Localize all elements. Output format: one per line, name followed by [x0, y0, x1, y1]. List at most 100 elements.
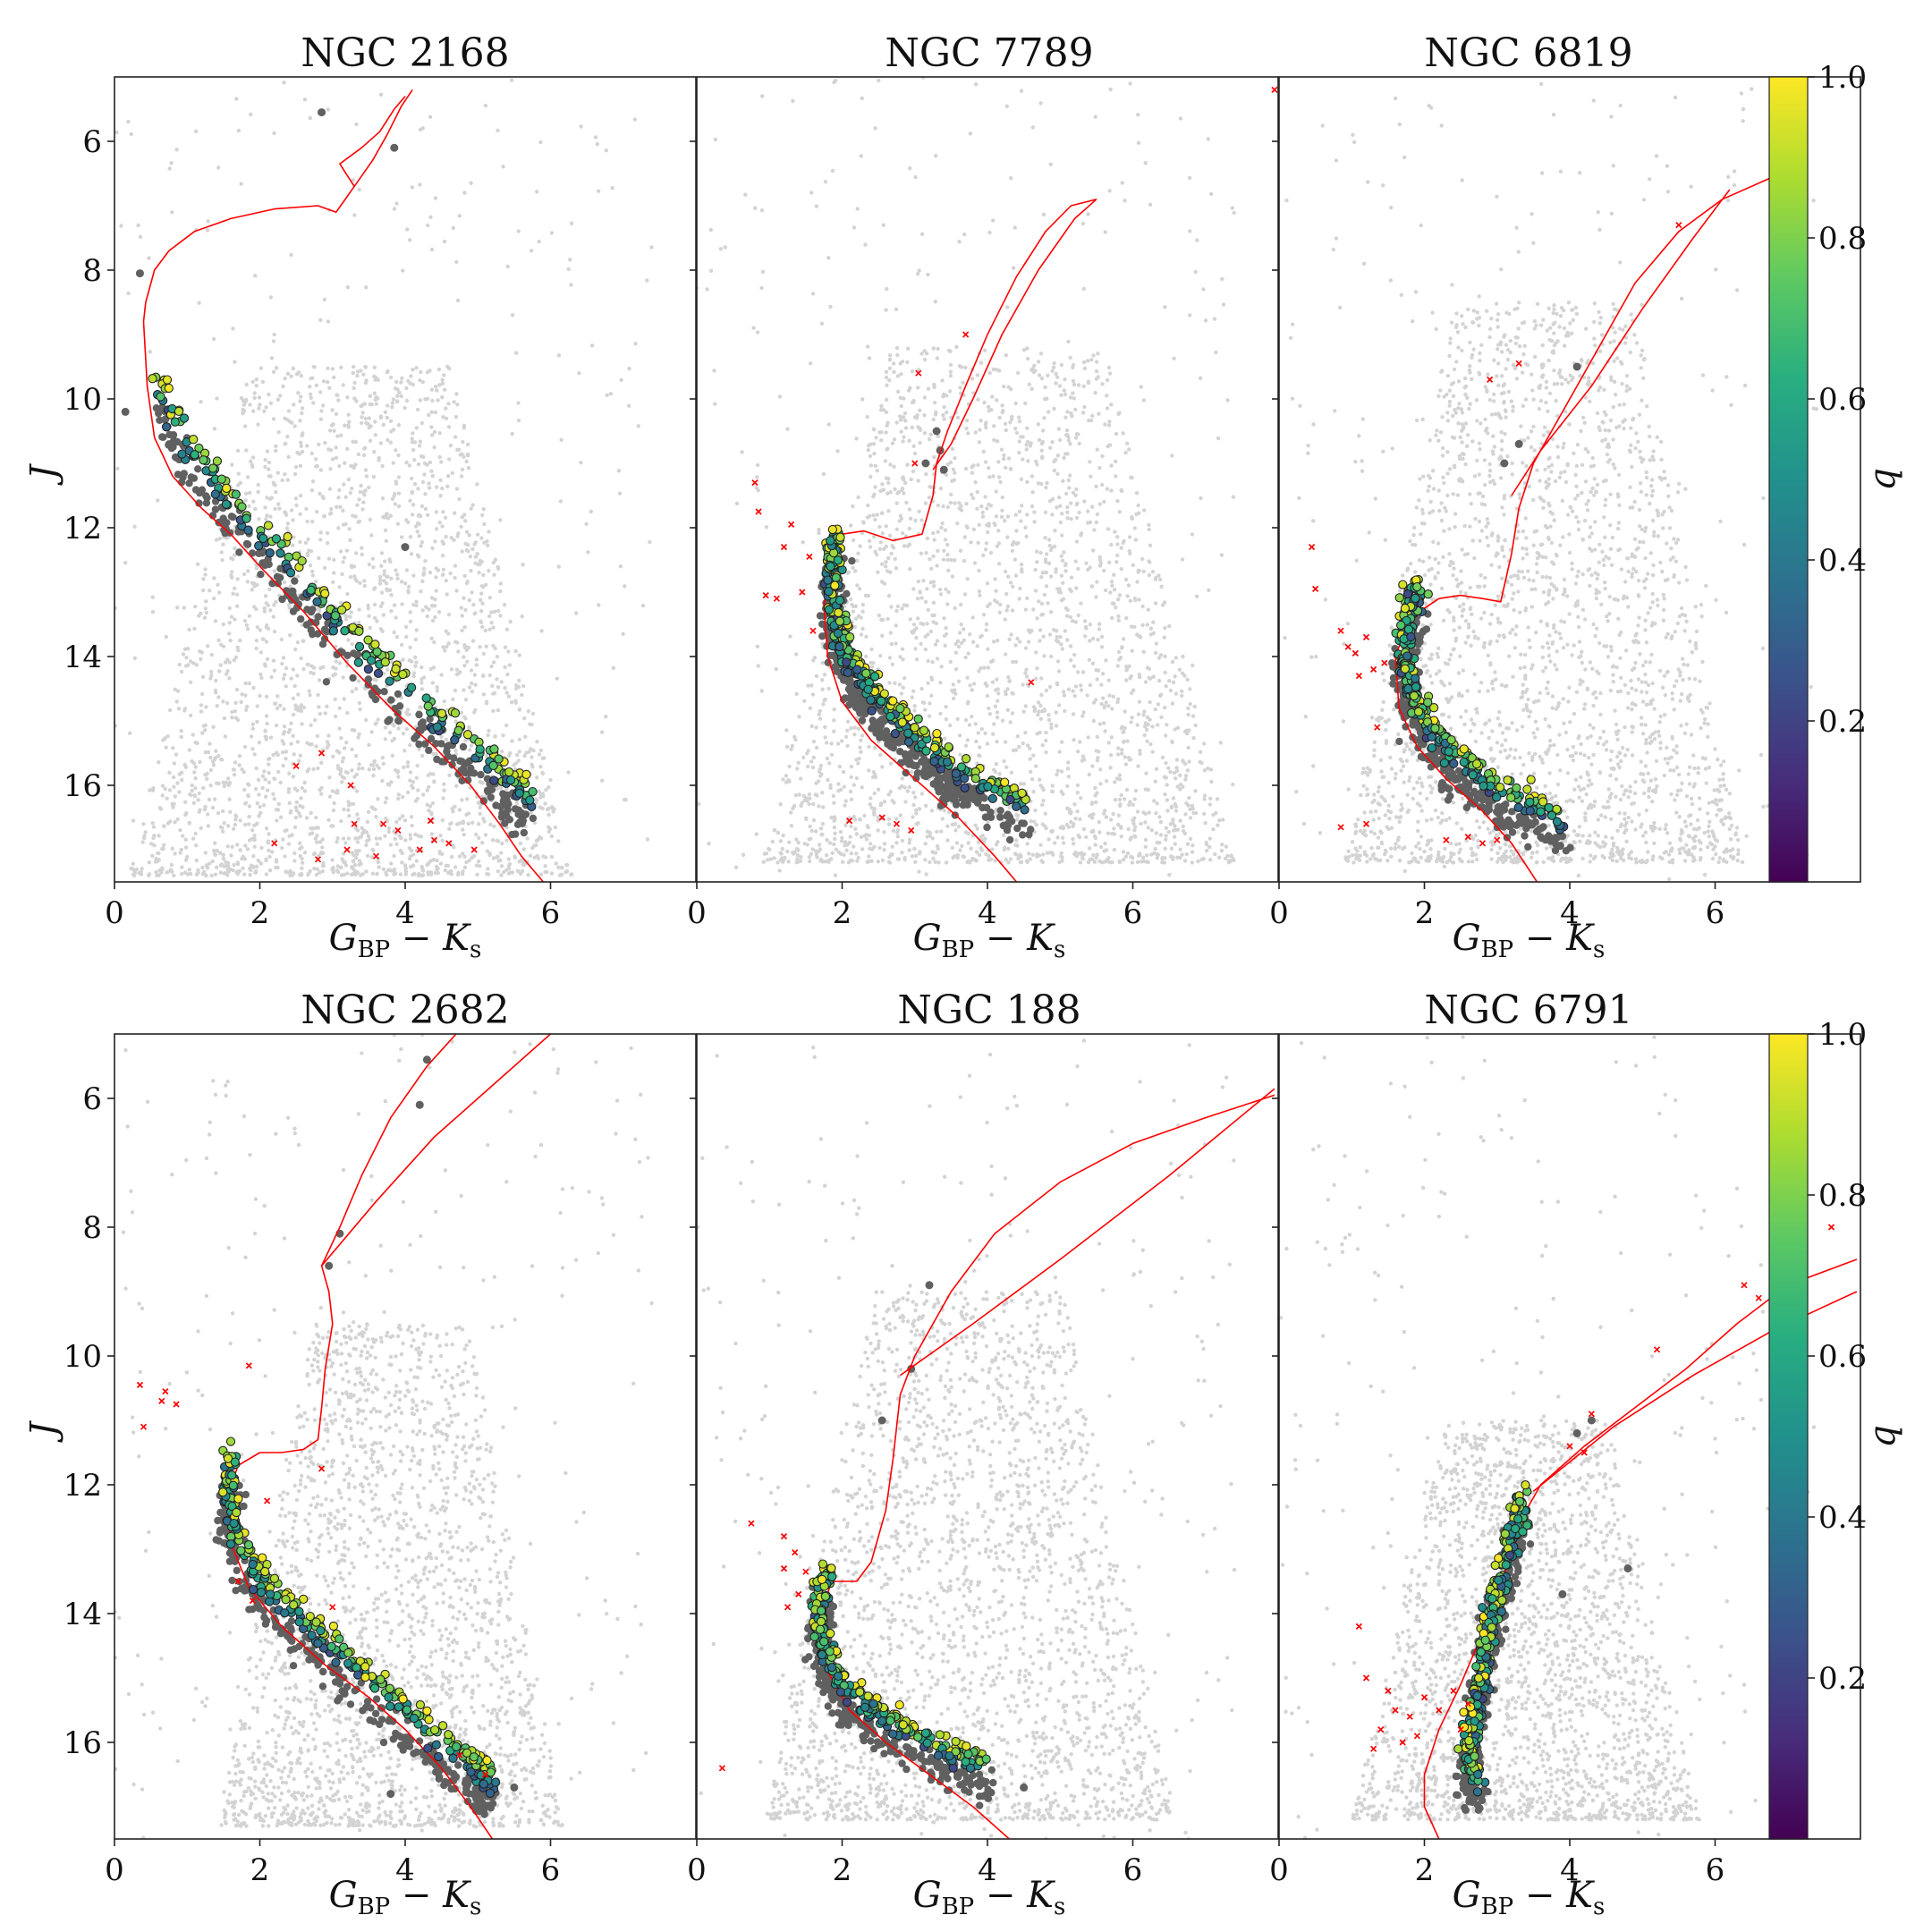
- single-star: [976, 1801, 983, 1809]
- binary-star: [209, 464, 217, 472]
- binary-star: [505, 768, 513, 776]
- binary-star: [1469, 771, 1477, 779]
- single-star: [216, 1527, 224, 1534]
- binary-star: [507, 776, 515, 784]
- binary-star: [454, 726, 462, 734]
- binary-star: [424, 1744, 432, 1752]
- binary-star: [230, 1520, 238, 1528]
- binary-star: [355, 627, 363, 635]
- single-star: [168, 445, 175, 452]
- binary-star: [402, 1706, 411, 1714]
- binary-star: [919, 726, 928, 734]
- x-axis-label-3: GBP − Ks: [1453, 918, 1606, 963]
- binary-star: [964, 1750, 972, 1758]
- single-star: [506, 816, 513, 823]
- binary-star: [492, 1778, 500, 1786]
- binary-star: [157, 393, 165, 401]
- single-star: [223, 519, 230, 526]
- x-axis-label-5: GBP − Ks: [913, 1875, 1066, 1920]
- binary-star: [886, 712, 894, 720]
- binary-star: [835, 642, 843, 650]
- single-star: [1455, 767, 1462, 775]
- single-star: [350, 649, 357, 657]
- binary-star: [266, 549, 274, 557]
- single-star: [376, 1721, 383, 1728]
- single-star: [241, 1587, 248, 1594]
- single-star: [530, 815, 537, 822]
- binary-star: [332, 1658, 340, 1666]
- binary-star: [1479, 782, 1487, 790]
- y-tick-label: 16: [64, 768, 102, 804]
- binary-star: [933, 730, 941, 738]
- single-star: [521, 829, 528, 836]
- single-star: [1566, 844, 1573, 852]
- binary-star: [896, 705, 904, 713]
- binary-star: [945, 743, 953, 751]
- binary-star: [1399, 580, 1407, 589]
- binary-star: [1523, 785, 1531, 793]
- binary-star: [377, 1675, 385, 1683]
- single-star: [1470, 788, 1478, 795]
- binary-star: [1395, 594, 1403, 602]
- binary-star: [864, 1692, 872, 1700]
- binary-star: [295, 1618, 303, 1626]
- binary-star: [386, 677, 394, 685]
- binary-star: [914, 715, 922, 723]
- single-star: [492, 801, 499, 809]
- single-star: [233, 1567, 241, 1574]
- colorbar-tick-label: 1.0: [1818, 60, 1867, 96]
- binary-star: [439, 1722, 447, 1730]
- binary-star: [816, 1625, 824, 1633]
- binary-star: [861, 1703, 869, 1711]
- single-star: [1521, 832, 1528, 839]
- single-star: [1479, 796, 1486, 803]
- single-star: [996, 807, 1004, 814]
- binary-star: [945, 1752, 953, 1760]
- single-star: [954, 791, 962, 798]
- binary-star: [190, 436, 198, 444]
- single-star: [880, 1750, 887, 1757]
- binary-star: [826, 563, 835, 571]
- binary-star: [261, 1567, 269, 1575]
- single-star: [1558, 1590, 1566, 1598]
- x-tick-label: 6: [1706, 1852, 1725, 1888]
- single-star: [165, 431, 173, 438]
- binary-star: [834, 556, 842, 564]
- x-tick-label: 2: [250, 895, 270, 931]
- single-star: [1020, 1784, 1028, 1792]
- single-star: [390, 1735, 397, 1742]
- binary-star: [298, 557, 306, 565]
- binary-star: [817, 1617, 825, 1625]
- binary-star: [522, 770, 530, 778]
- single-star: [1439, 781, 1446, 788]
- binary-star: [515, 789, 523, 797]
- binary-star: [1513, 784, 1521, 792]
- single-star: [243, 540, 250, 547]
- binary-star: [835, 597, 843, 605]
- binary-star: [1519, 1528, 1527, 1536]
- single-star: [946, 794, 953, 801]
- binary-star: [1424, 590, 1432, 598]
- single-star: [319, 1682, 326, 1690]
- binary-star: [394, 1703, 402, 1711]
- single-star: [1453, 1792, 1460, 1799]
- binary-star: [1473, 1691, 1481, 1699]
- colorbar-label-top: q: [1862, 468, 1903, 491]
- binary-star: [1428, 744, 1436, 752]
- single-star: [940, 466, 948, 474]
- binary-star: [1472, 1663, 1480, 1671]
- binary-star: [1473, 1788, 1481, 1796]
- binary-star: [818, 1606, 826, 1614]
- panel-background: [697, 1034, 1278, 1839]
- y-tick-label: 10: [64, 382, 102, 418]
- binary-star: [1487, 1623, 1496, 1631]
- binary-star: [370, 1684, 378, 1692]
- binary-star: [818, 1575, 826, 1583]
- single-star: [829, 652, 836, 659]
- binary-star: [1403, 652, 1411, 660]
- binary-star: [843, 1698, 851, 1706]
- binary-star: [286, 569, 294, 577]
- single-star: [987, 809, 994, 816]
- binary-star: [911, 724, 919, 732]
- single-star: [1453, 1773, 1461, 1780]
